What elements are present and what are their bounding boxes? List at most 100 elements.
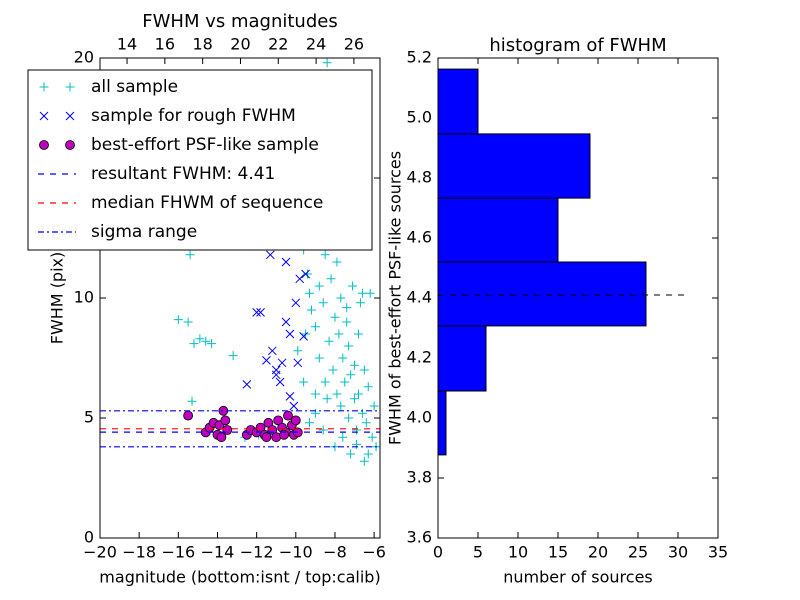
marker-plus [355, 298, 365, 308]
marker-plus [340, 377, 350, 387]
marker-x [267, 346, 277, 356]
axes-frame [99, 57, 381, 539]
marker-plus [359, 456, 369, 466]
marker-plus [365, 288, 375, 298]
x-tick-label: −8 [323, 543, 347, 562]
plot-area [173, 58, 381, 466]
marker-plus [369, 401, 379, 411]
marker-plus [342, 303, 352, 313]
marker-plus [332, 257, 342, 267]
marker-plus [322, 394, 332, 404]
marker-x [301, 269, 310, 279]
histogram-bar [437, 261, 647, 327]
marker-plus [314, 353, 324, 363]
marker-x [271, 365, 281, 375]
x-tick-label: −20 [83, 543, 117, 562]
marker-plus [357, 288, 367, 298]
y-tick-label: 3.6 [407, 528, 432, 547]
marker-plus [305, 288, 315, 298]
legend-marker [39, 140, 49, 150]
x-tick-label: −10 [279, 543, 313, 562]
y-tick-label: 4.8 [407, 168, 432, 187]
top-tick-label: 26 [344, 35, 364, 54]
marker-plus [363, 449, 373, 459]
marker-x [271, 370, 281, 380]
marker-plus [187, 396, 197, 406]
marker-plus [338, 432, 348, 442]
legend-label: median FHWM of sequence [91, 193, 323, 213]
top-tick-label: 20 [230, 35, 250, 54]
legend-label: resultant FWHM: 4.41 [91, 164, 275, 184]
x-tick-label: 0 [433, 543, 443, 562]
marker-plus [201, 336, 211, 346]
marker-x [285, 329, 295, 339]
x-tick-label: −12 [240, 543, 274, 562]
marker-plus [195, 334, 205, 344]
marker-plus [332, 389, 342, 399]
marker-plus [328, 365, 338, 375]
legend-box [27, 69, 373, 251]
chart-title: FWHM vs magnitudes [142, 11, 337, 32]
top-tick-label: 24 [306, 35, 326, 54]
y-tick-label: 10 [74, 288, 94, 307]
marker-circle [220, 415, 231, 426]
legend-marker [65, 140, 75, 150]
y-tick-label: 0 [84, 528, 94, 547]
marker-x [275, 377, 285, 387]
y-tick-label: 4.2 [407, 348, 432, 367]
y-tick-label: 3.8 [407, 468, 432, 487]
y-tick-label: 4.6 [407, 228, 432, 247]
top-tick-label: 16 [155, 35, 175, 54]
y-axis-label: FWHM of best-effort PSF-like sources [386, 151, 405, 445]
marker-plus [334, 329, 344, 339]
legend-label: sigma range [91, 222, 197, 242]
marker-x [265, 250, 275, 260]
marker-circle [283, 410, 293, 421]
marker-plus [344, 413, 354, 423]
y-tick-label: 4.0 [407, 408, 432, 427]
marker-circle [216, 432, 227, 443]
marker-x [252, 308, 261, 317]
marker-plus [322, 58, 332, 68]
x-tick-label: 10 [508, 543, 528, 562]
marker-plus [173, 315, 183, 325]
marker-plus [357, 408, 367, 418]
y-tick-label: 5.0 [407, 108, 432, 127]
marker-plus [183, 317, 193, 327]
marker-plus [344, 341, 354, 351]
x-axis-label: number of sources [503, 568, 653, 587]
marker-plus [336, 293, 346, 303]
x-tick-label: 15 [548, 543, 568, 562]
marker-plus [352, 439, 362, 449]
marker-x [285, 392, 295, 401]
marker-plus [299, 377, 309, 387]
marker-plus [326, 274, 336, 284]
marker-plus [189, 339, 199, 349]
legend-label: sample for rough FWHM [91, 106, 296, 126]
x-tick-label: 25 [628, 543, 648, 562]
marker-plus [330, 312, 340, 322]
legend-marker [65, 111, 75, 121]
x-tick-label: −18 [122, 543, 156, 562]
x-tick-label: 35 [708, 543, 728, 562]
marker-plus [306, 305, 316, 315]
marker-plus [228, 351, 238, 361]
chart-title: histogram of FWHM [489, 35, 666, 56]
marker-plus [348, 281, 358, 291]
y-tick-label: 20 [74, 48, 94, 67]
x-tick-label: 30 [668, 543, 688, 562]
marker-plus [310, 408, 320, 418]
top-tick-label: 18 [192, 35, 212, 54]
marker-plus [361, 418, 371, 428]
legend-marker [39, 111, 49, 121]
marker-plus [324, 336, 334, 346]
marker-plus [346, 449, 356, 459]
marker-plus [318, 425, 328, 435]
marker-plus [314, 281, 324, 291]
x-tick-label: −6 [362, 543, 386, 562]
marker-plus [320, 377, 330, 387]
x-tick-label: 20 [588, 543, 608, 562]
marker-plus [353, 389, 363, 399]
marker-plus [185, 250, 195, 260]
